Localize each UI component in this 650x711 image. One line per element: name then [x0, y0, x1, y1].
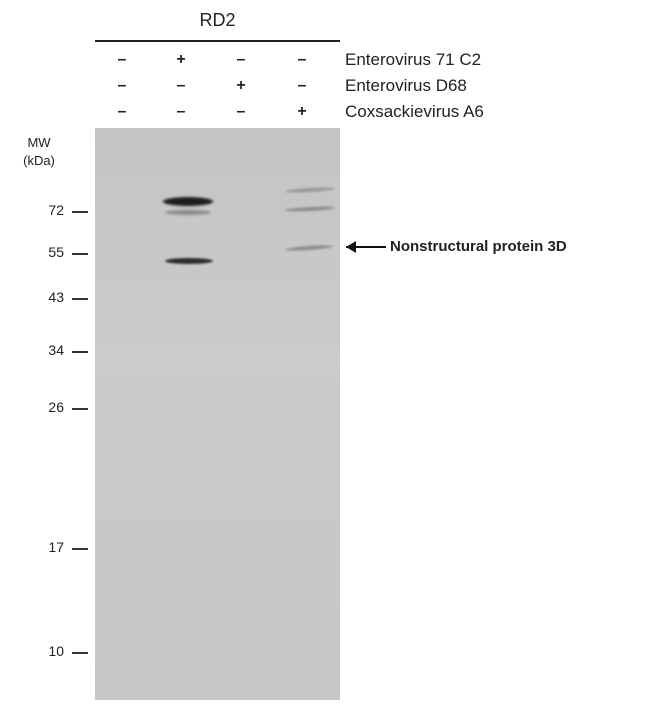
lane-2-sign: + [176, 51, 186, 68]
mw-marker-label: 43 [48, 289, 64, 305]
band-lane4-55kda [284, 244, 334, 252]
mw-marker-label: 34 [48, 342, 64, 358]
lane-1-sign: – [117, 77, 127, 94]
arrow-shaft [346, 246, 386, 248]
lane-2-sign: – [176, 103, 186, 120]
mw-marker-tick [72, 253, 88, 255]
band-lane2-70kda-faint [165, 210, 211, 215]
mw-marker-label: 17 [48, 539, 64, 555]
mw-marker-tick [72, 298, 88, 300]
cell-line-label: RD2 [199, 10, 236, 30]
mw-marker-label: 26 [48, 399, 64, 415]
mw-marker-tick [72, 652, 88, 654]
mw-label: MW [27, 135, 51, 150]
lane-4-sign: + [297, 103, 307, 120]
lane-4-sign: – [297, 77, 307, 94]
band-lane2-72kda [163, 197, 213, 206]
mw-marker-label: 55 [48, 244, 64, 260]
band-lane2-55kda [165, 258, 213, 264]
lane-3-sign: + [236, 77, 246, 94]
mw-marker-label: 10 [48, 643, 64, 659]
lane-3-sign: – [236, 51, 246, 68]
mw-marker-label: 72 [48, 202, 64, 218]
lane-1-sign: – [117, 103, 127, 120]
band-lane4-72kda [284, 205, 336, 213]
mw-marker-tick [72, 408, 88, 410]
condition-label: Enterovirus D68 [345, 76, 467, 95]
lane-1-sign: – [117, 51, 127, 68]
lane-3-sign: – [236, 103, 246, 120]
condition-label: Coxsackievirus A6 [345, 102, 484, 121]
mw-header: MW (kDa) [14, 134, 64, 170]
mw-marker-tick [72, 211, 88, 213]
kda-label: (kDa) [23, 153, 55, 168]
lane-2-sign: – [176, 77, 186, 94]
cell-line-bracket [95, 40, 340, 42]
condition-label: Enterovirus 71 C2 [345, 50, 482, 69]
mw-marker-tick [72, 548, 88, 550]
band-lane4-upper [284, 186, 336, 194]
mw-marker-tick [72, 351, 88, 353]
target-protein-label: Nonstructural protein 3D [390, 238, 567, 255]
blot-membrane [95, 128, 340, 700]
lane-4-sign: – [297, 51, 307, 68]
